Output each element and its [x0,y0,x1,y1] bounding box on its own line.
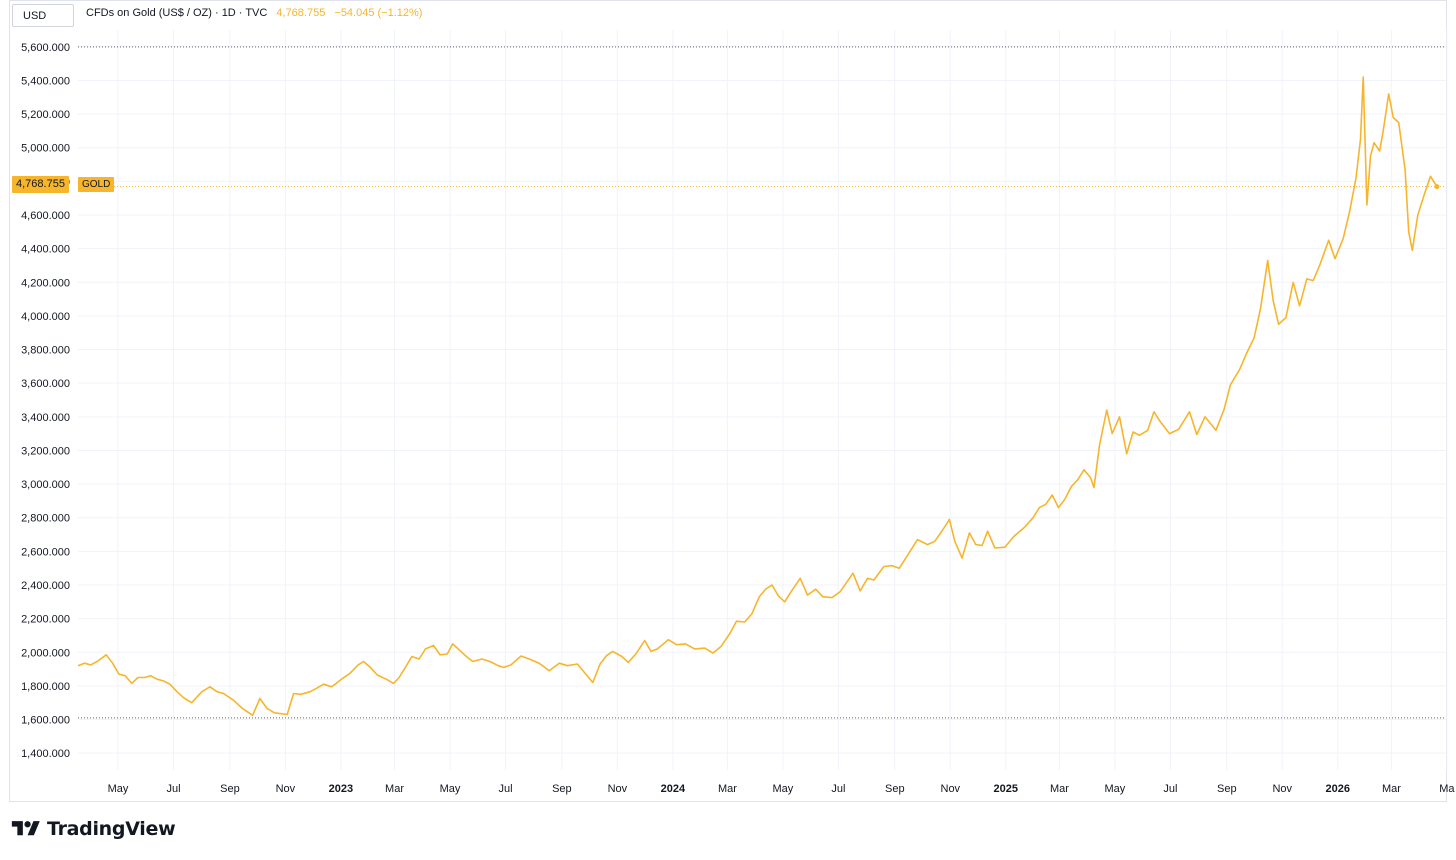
y-tick-label: 5,000.000 [21,143,70,155]
y-tick-label: 4,000.000 [21,311,70,323]
x-axis[interactable]: May Jul Sep Nov 2023 Mar May Jul Sep Nov 2024 Mar Ma… [108,783,1456,795]
y-tick-label: 1,600.000 [21,715,70,727]
symbol-tag: GOLD [78,177,115,192]
y-tick-label: 4,200.000 [21,277,70,289]
y-tick-label: 3,000.000 [21,479,70,491]
x-tick-label: Jul [166,783,180,795]
x-tick-label: Mar [718,783,737,795]
price-change: −54.045 (−1.12%) [334,7,423,19]
x-tick-label: May [773,783,794,795]
x-tick-label: Sep [1217,783,1237,795]
y-tick-label: 1,800.000 [21,681,70,693]
gold-price-line [77,76,1438,717]
x-tick-label: Ma [1439,783,1455,795]
y-tick-label: 5,200.000 [21,109,70,121]
x-tick-label: Jul [498,783,512,795]
y-tick-label: 5,600.000 [21,42,70,54]
y-tick-label: 5,400.000 [21,75,70,87]
last-price-tag: 4,768.755 [12,176,69,193]
x-tick-label: Sep [885,783,905,795]
symbol-description[interactable]: CFDs on Gold (US$ / OZ) · 1D · TVC [86,7,268,19]
x-tick-label: Jul [831,783,845,795]
series [77,76,1440,717]
x-tick-label: May [440,783,461,795]
y-tick-label: 1,400.000 [21,748,70,760]
x-tick-label: Nov [1272,783,1292,795]
x-tick-label: Mar [1050,783,1069,795]
x-tick-label: Nov [276,783,296,795]
y-tick-label: 2,800.000 [21,513,70,525]
y-tick-label: 3,400.000 [21,412,70,424]
x-tick-label: 2026 [1326,783,1350,795]
x-tick-label: Nov [608,783,628,795]
tradingview-logo-text: TradingView [47,818,176,840]
x-tick-label: Mar [385,783,404,795]
x-tick-label: 2024 [661,783,686,795]
last-price-point [1434,184,1440,190]
symbol-legend: CFDs on Gold (US$ / OZ) · 1D · TVC 4,768… [86,7,422,19]
tradingview-logo[interactable]: TradingView [11,818,176,840]
last-price: 4,768.755 [276,7,326,19]
horizontal-lines [78,46,1446,719]
x-tick-label: May [1105,783,1126,795]
x-tick-label: 2023 [329,783,353,795]
y-tick-label: 2,600.000 [21,546,70,558]
currency-button[interactable]: USD [12,4,74,27]
grid [78,30,1448,770]
price-chart[interactable]: 1,400.000 1,600.000 1,800.000 2,000.000 2,20… [0,0,1456,810]
y-tick-label: 2,200.000 [21,614,70,626]
tradingview-logo-icon [11,821,40,836]
x-tick-label: Jul [1163,783,1177,795]
x-tick-label: Sep [220,783,240,795]
y-axis[interactable]: 1,400.000 1,600.000 1,800.000 2,000.000 2,20… [21,42,70,760]
x-tick-label: 2025 [994,783,1018,795]
y-tick-label: 3,600.000 [21,378,70,390]
x-tick-label: Nov [941,783,961,795]
y-tick-label: 2,000.000 [21,647,70,659]
y-tick-label: 3,800.000 [21,345,70,357]
x-tick-label: Sep [552,783,572,795]
y-tick-label: 4,600.000 [21,210,70,222]
y-tick-label: 3,200.000 [21,445,70,457]
y-tick-label: 4,400.000 [21,244,70,256]
x-tick-label: Mar [1382,783,1401,795]
x-tick-label: May [108,783,129,795]
y-tick-label: 2,400.000 [21,580,70,592]
